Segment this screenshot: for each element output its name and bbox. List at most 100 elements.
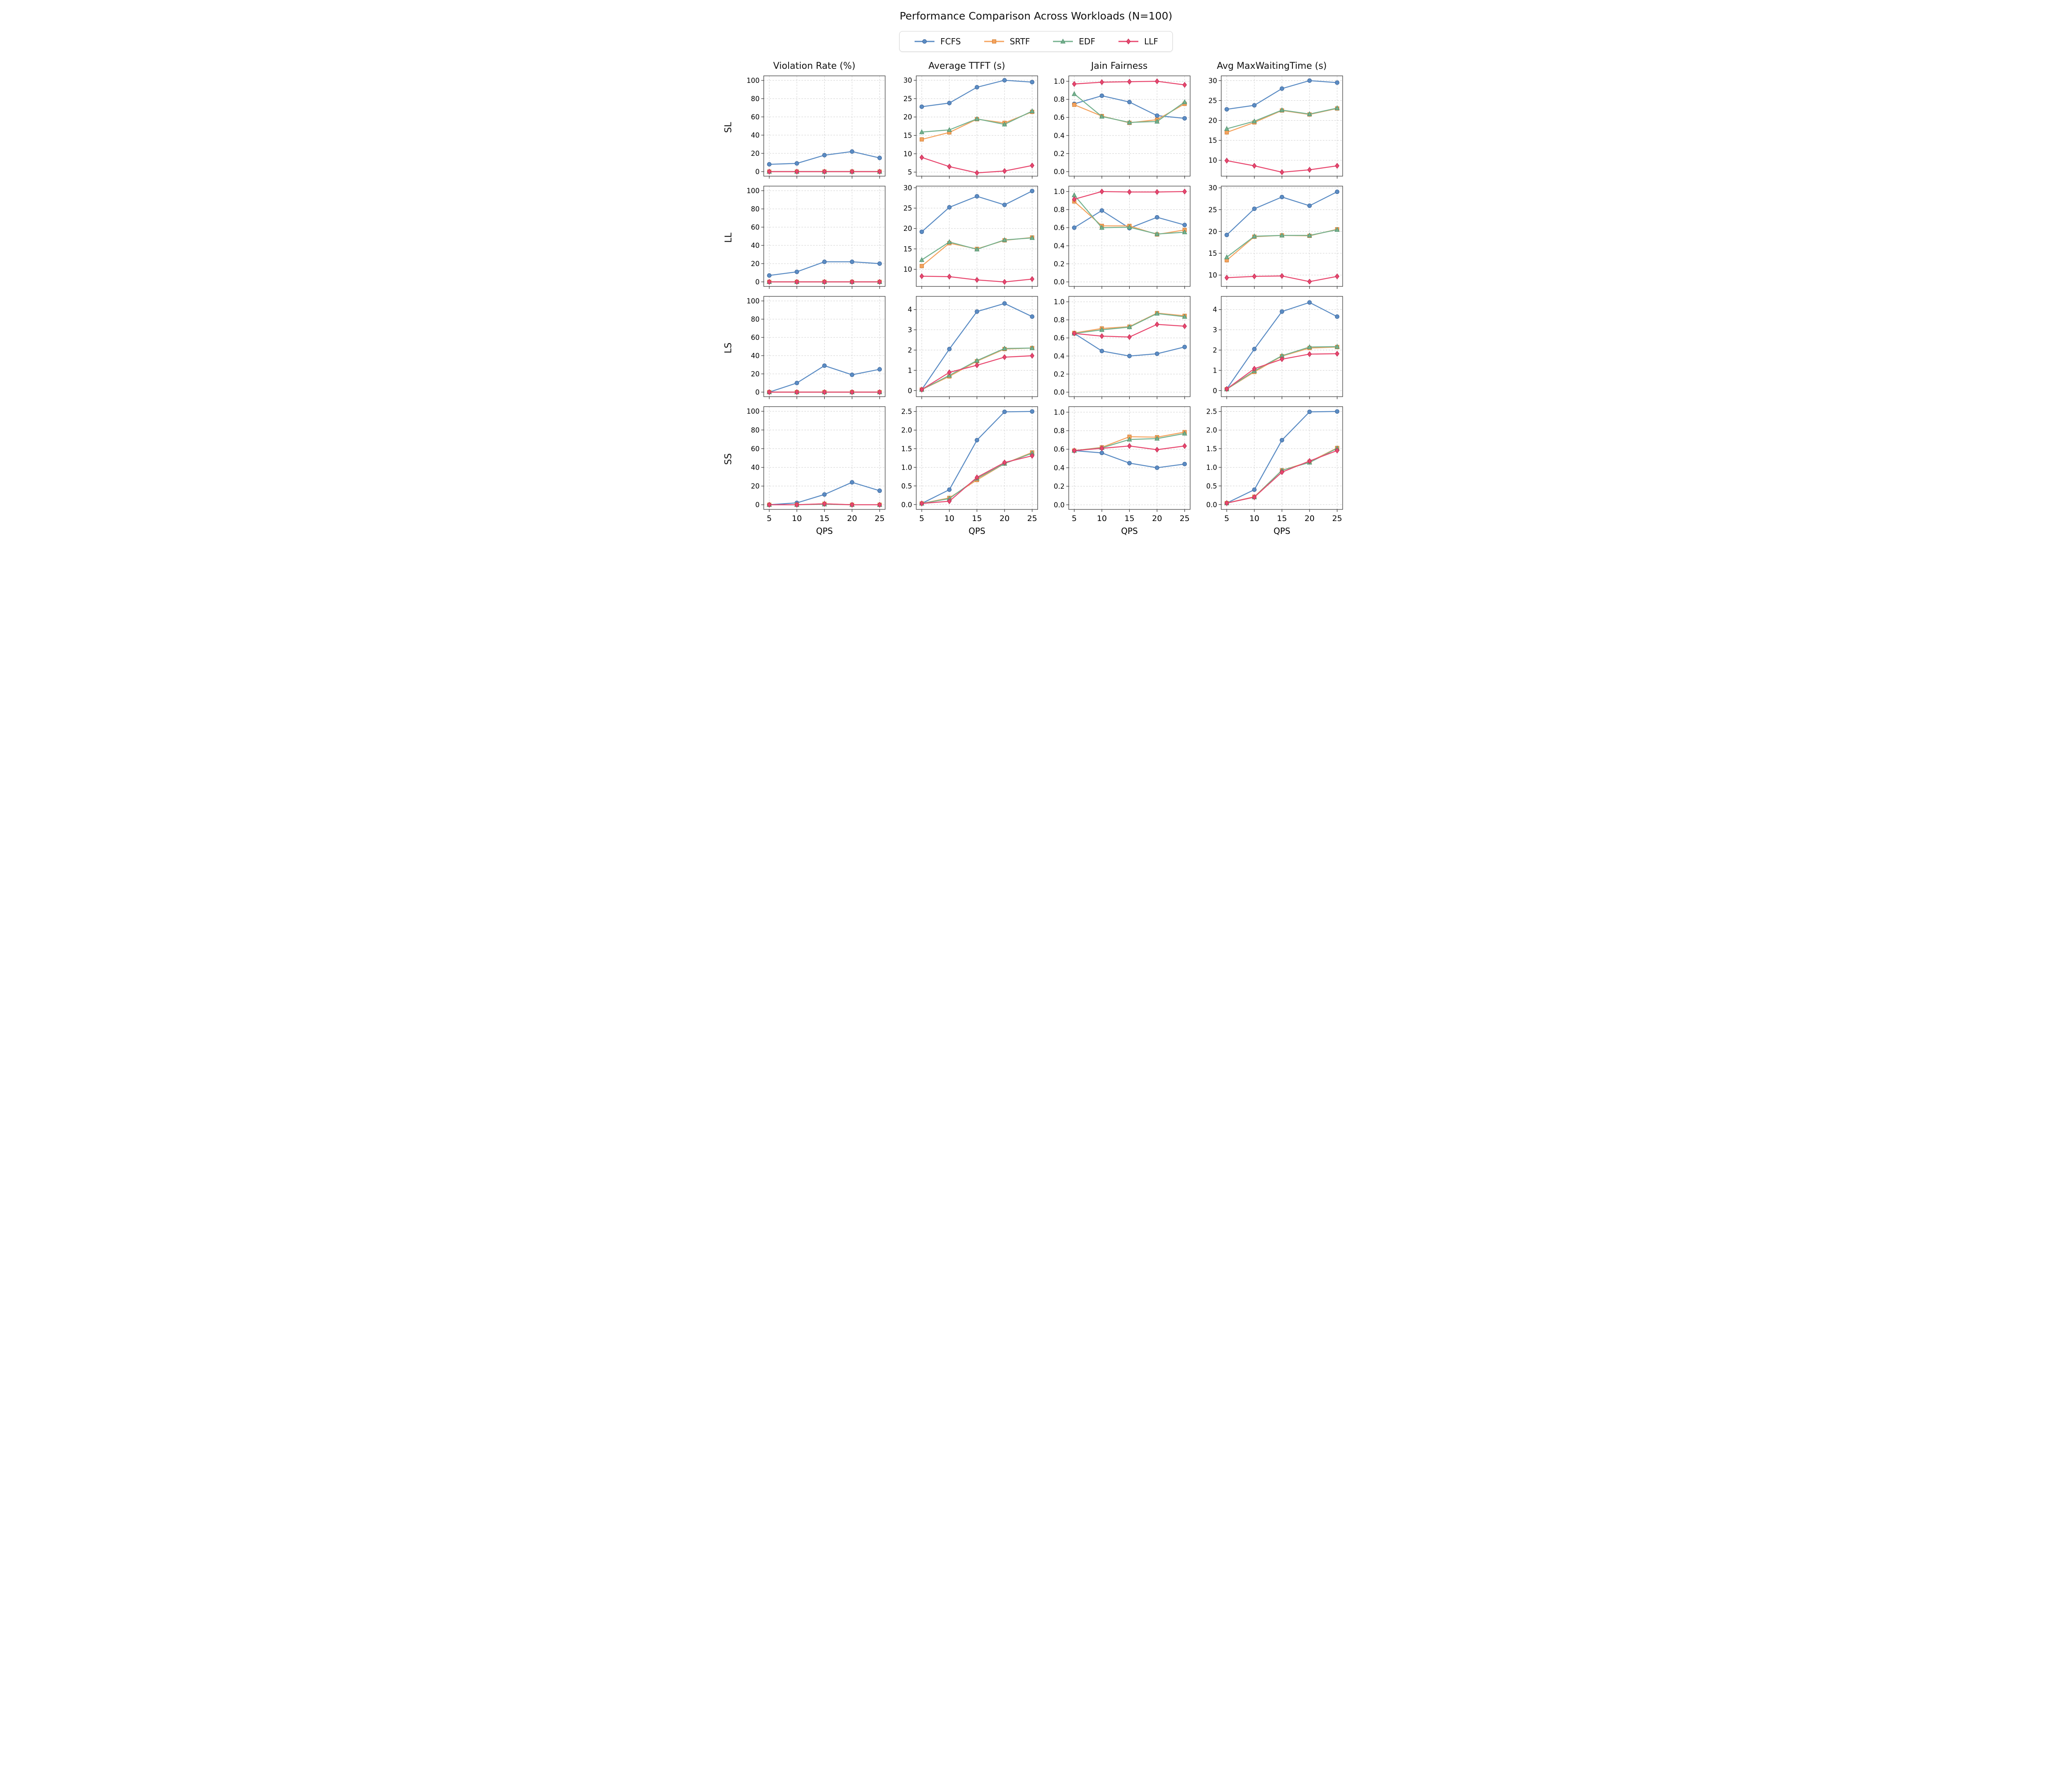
triangle-marker-icon xyxy=(1279,107,1285,112)
diamond-marker-icon xyxy=(1127,443,1132,449)
diamond-marker-icon xyxy=(794,168,799,175)
svg-text:10: 10 xyxy=(903,150,912,158)
circle-marker-icon xyxy=(822,492,827,497)
triangle-marker-icon xyxy=(1072,91,1077,96)
legend-label: EDF xyxy=(1079,36,1095,46)
svg-text:10: 10 xyxy=(1097,514,1107,523)
triangle-marker-icon xyxy=(1127,119,1132,125)
svg-text:30: 30 xyxy=(1208,77,1217,85)
triangle-marker-icon xyxy=(1224,126,1230,131)
triangle-marker-icon xyxy=(1029,108,1035,113)
diamond-marker-icon xyxy=(1335,162,1340,169)
triangle-marker-icon xyxy=(1002,237,1007,242)
gridlines xyxy=(916,407,1038,509)
triangle-marker-icon xyxy=(1334,105,1340,110)
svg-text:5: 5 xyxy=(1072,514,1077,523)
svg-text:15: 15 xyxy=(1124,514,1134,523)
circle-marker-icon xyxy=(1030,189,1035,194)
svg-text:4: 4 xyxy=(1213,306,1218,314)
circle-marker-icon xyxy=(794,381,799,385)
gridlines xyxy=(1069,296,1190,397)
triangle-marker-icon xyxy=(1154,119,1160,124)
square-marker-icon xyxy=(920,137,924,142)
line-chart-LS-average-ttft-s-: 0 1 2 3 4 xyxy=(908,296,1038,399)
circle-marker-icon xyxy=(1002,202,1007,207)
circle-marker-icon xyxy=(1030,314,1035,319)
diamond-marker-icon xyxy=(1072,81,1077,87)
triangle-marker-icon xyxy=(1182,431,1187,436)
diamond-marker-icon xyxy=(794,279,799,285)
svg-text:0.0: 0.0 xyxy=(901,501,912,509)
svg-text:0.0: 0.0 xyxy=(1054,388,1065,396)
series-EDF xyxy=(1072,91,1187,125)
diamond-marker-icon xyxy=(1155,321,1159,327)
diamond-marker-icon xyxy=(1155,78,1159,85)
svg-text:10: 10 xyxy=(903,266,912,274)
diamond-marker-icon xyxy=(1335,273,1340,279)
chart-ll-ttft: 10 15 20 25 30 xyxy=(891,182,1043,293)
svg-text:100: 100 xyxy=(747,77,760,85)
svg-text:0: 0 xyxy=(755,278,760,286)
circle-marker-icon xyxy=(1280,86,1284,91)
triangle-marker-icon xyxy=(1127,224,1132,230)
triangle-marker-icon xyxy=(1154,310,1160,316)
edf-line-marker-icon xyxy=(1052,38,1074,45)
svg-text:10: 10 xyxy=(792,514,802,523)
series-FCFS xyxy=(1224,78,1340,112)
svg-text:25: 25 xyxy=(1332,514,1342,523)
circle-marker-icon xyxy=(1280,438,1284,443)
diamond-marker-icon xyxy=(919,154,924,160)
svg-text:0.0: 0.0 xyxy=(1054,501,1065,509)
circle-marker-icon xyxy=(822,153,827,158)
axes: 0 20 40 60 80 100 5 10 15 20 25 QPS xyxy=(747,406,886,536)
svg-text:15: 15 xyxy=(819,514,829,523)
svg-text:0.0: 0.0 xyxy=(1054,278,1065,286)
circle-marker-icon xyxy=(850,149,854,154)
diamond-marker-icon xyxy=(877,168,882,175)
circle-marker-icon xyxy=(1030,80,1035,85)
diamond-marker-icon xyxy=(1099,188,1104,195)
line-chart-LS-jain-fairness: 0.0 0.2 0.4 0.6 0.8 1.0 xyxy=(1054,296,1191,399)
circle-marker-icon xyxy=(1252,347,1257,351)
svg-text:2: 2 xyxy=(908,346,913,354)
diamond-marker-icon xyxy=(1252,366,1257,372)
circle-marker-icon xyxy=(877,367,882,372)
diamond-marker-icon xyxy=(1072,448,1077,454)
x-axis-label: QPS xyxy=(1273,526,1290,536)
col-header-violation-rate: Violation Rate (%) xyxy=(773,61,856,71)
diamond-marker-icon xyxy=(1182,323,1187,330)
diamond-marker-icon xyxy=(1127,189,1132,195)
axes: 0 20 40 60 80 100 xyxy=(747,186,886,289)
circle-marker-icon xyxy=(794,269,799,274)
axes: 0 1 2 3 4 xyxy=(1213,296,1343,399)
svg-text:0.2: 0.2 xyxy=(1054,482,1065,490)
svg-text:0.6: 0.6 xyxy=(1054,114,1065,121)
circle-marker-icon xyxy=(877,488,882,493)
series-LLF xyxy=(1224,158,1340,175)
col-header-jain-fairness: Jain Fairness xyxy=(1091,61,1148,71)
series-LLF xyxy=(919,453,1035,507)
legend-label: FCFS xyxy=(940,36,961,46)
svg-text:0: 0 xyxy=(755,168,760,176)
diamond-marker-icon xyxy=(767,168,772,175)
legend-item-llf: LLF xyxy=(1118,36,1158,46)
x-axis-label: QPS xyxy=(1121,526,1138,536)
series-LLF xyxy=(919,154,1035,176)
diamond-marker-icon xyxy=(1224,158,1229,164)
triangle-marker-icon xyxy=(919,257,925,262)
svg-text:80: 80 xyxy=(751,95,760,103)
diamond-marker-icon xyxy=(1126,38,1131,45)
triangle-marker-icon xyxy=(1182,99,1187,104)
circle-marker-icon xyxy=(1280,309,1284,314)
svg-text:60: 60 xyxy=(751,334,760,342)
line-chart-SS-violation-rate-: 0 20 40 60 80 100 5 10 15 20 25 QPS xyxy=(747,406,886,536)
triangle-marker-icon xyxy=(1002,345,1007,351)
svg-text:2.5: 2.5 xyxy=(1206,408,1217,416)
svg-text:0.5: 0.5 xyxy=(901,482,912,490)
line-chart-LL-violation-rate-: 0 20 40 60 80 100 xyxy=(747,186,886,289)
svg-text:3: 3 xyxy=(1213,326,1218,334)
triangle-marker-icon xyxy=(1029,345,1035,350)
svg-text:20: 20 xyxy=(1208,228,1217,235)
row-label-ss: SS xyxy=(723,453,734,465)
series-EDF xyxy=(1224,105,1340,131)
